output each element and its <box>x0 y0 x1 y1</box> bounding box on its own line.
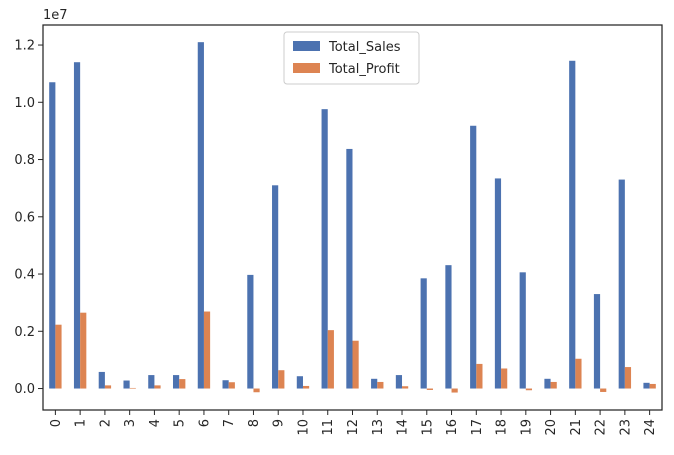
x-tick-label: 11 <box>321 419 336 436</box>
bar-total-profit-17 <box>476 363 483 389</box>
bar-total-profit-18 <box>501 368 508 389</box>
bar-total-profit-4 <box>154 385 161 389</box>
x-tick-label: 8 <box>247 419 262 427</box>
y-tick-label: 0.6 <box>14 210 35 225</box>
bar-total-profit-7 <box>228 382 235 389</box>
bar-total-profit-0 <box>55 324 62 389</box>
bar-total-sales-17 <box>470 125 477 389</box>
bar-total-profit-14 <box>402 386 409 389</box>
bar-total-profit-9 <box>278 370 285 389</box>
x-tick-label: 2 <box>98 419 113 427</box>
x-tick-label: 6 <box>197 419 212 427</box>
bar-total-sales-18 <box>494 178 502 389</box>
bar-total-profit-8 <box>253 388 260 393</box>
legend-label: Total_Sales <box>328 40 401 55</box>
bar-total-profit-3 <box>129 387 136 389</box>
x-axis: 0 1 2 3 4 5 6 7 8 9 10 11 12 13 14 15 16 17 18 19 20 21 22 23 24 <box>49 410 658 436</box>
bar-total-sales-5 <box>172 375 180 389</box>
bar-total-sales-24 <box>643 382 650 389</box>
bar-total-profit-21 <box>575 358 582 389</box>
legend-swatch <box>293 41 320 51</box>
bar-total-profit-24 <box>649 383 656 389</box>
bar-total-sales-1 <box>73 62 81 389</box>
bar-total-sales-0 <box>49 82 56 389</box>
bar-total-sales-2 <box>98 371 105 389</box>
bar-total-sales-15 <box>420 278 427 389</box>
x-tick-label: 23 <box>618 419 633 436</box>
x-tick-label: 22 <box>594 419 609 436</box>
x-tick-label: 20 <box>544 419 559 436</box>
bar-total-sales-6 <box>197 42 204 389</box>
bar-total-profit-15 <box>426 388 433 390</box>
x-tick-label: 15 <box>420 419 435 436</box>
bar-total-sales-23 <box>618 179 625 389</box>
legend: Total_Sales Total_Profit <box>283 31 420 85</box>
y-axis: 0.0 0.2 0.4 0.6 0.8 1.0 1.2 <box>14 39 43 397</box>
x-tick-label: 18 <box>495 419 510 436</box>
x-tick-label: 17 <box>470 419 485 436</box>
bar-total-sales-21 <box>569 60 576 389</box>
y-tick-label: 0.2 <box>14 325 35 340</box>
y-tick-label: 1.0 <box>14 96 35 111</box>
bar-total-sales-8 <box>247 274 254 389</box>
bar-total-profit-13 <box>377 381 384 389</box>
bar-total-sales-19 <box>519 272 526 389</box>
bar-total-sales-10 <box>296 376 303 389</box>
x-tick-label: 19 <box>519 419 534 436</box>
bar-total-sales-7 <box>222 380 229 389</box>
x-tick-label: 14 <box>396 419 411 436</box>
bar-total-sales-14 <box>395 375 403 389</box>
x-tick-label: 24 <box>643 419 658 436</box>
x-tick-label: 21 <box>569 419 584 436</box>
x-tick-label: 16 <box>445 419 460 436</box>
x-tick-label: 7 <box>222 419 237 427</box>
bar-total-sales-12 <box>346 148 353 389</box>
y-tick-label: 0.8 <box>14 153 35 168</box>
x-tick-label: 0 <box>49 419 64 427</box>
bar-total-sales-9 <box>272 185 279 389</box>
bar-total-profit-16 <box>451 388 458 393</box>
bar-total-sales-4 <box>148 375 155 389</box>
legend-swatch <box>293 63 320 73</box>
bar-total-sales-16 <box>445 265 452 389</box>
bar-total-profit-6 <box>203 311 211 389</box>
x-tick-label: 4 <box>148 419 163 427</box>
bar-total-profit-20 <box>550 381 557 389</box>
x-tick-label: 5 <box>173 419 188 427</box>
bar-total-profit-5 <box>179 379 186 389</box>
bar-total-profit-10 <box>302 385 310 389</box>
x-tick-label: 10 <box>296 419 311 436</box>
bar-total-sales-11 <box>321 109 328 389</box>
bars-layer <box>49 42 656 393</box>
bar-total-sales-3 <box>123 380 130 389</box>
bar-total-profit-22 <box>600 388 607 392</box>
bar-total-profit-1 <box>80 312 87 389</box>
bar-total-profit-12 <box>352 340 359 389</box>
x-tick-label: 3 <box>123 419 138 427</box>
x-tick-label: 12 <box>346 419 361 436</box>
y-tick-label: 0.4 <box>14 268 35 283</box>
x-tick-label: 1 <box>74 419 89 427</box>
bar-total-sales-22 <box>593 294 601 389</box>
y-axis-multiplier-label: 1e7 <box>43 8 68 23</box>
x-tick-label: 9 <box>272 419 287 427</box>
plot-frame <box>42 24 663 411</box>
bar-total-sales-13 <box>371 378 378 389</box>
legend-label: Total_Profit <box>328 62 400 77</box>
x-tick-label: 13 <box>371 419 386 436</box>
bar-total-profit-11 <box>327 330 334 389</box>
y-tick-label: 1.2 <box>14 39 35 54</box>
bar-total-profit-23 <box>624 367 632 389</box>
bar-total-profit-2 <box>104 385 112 389</box>
y-tick-label: 0.0 <box>14 382 35 397</box>
bar-total-profit-19 <box>525 388 533 391</box>
bar-total-sales-20 <box>544 378 551 389</box>
